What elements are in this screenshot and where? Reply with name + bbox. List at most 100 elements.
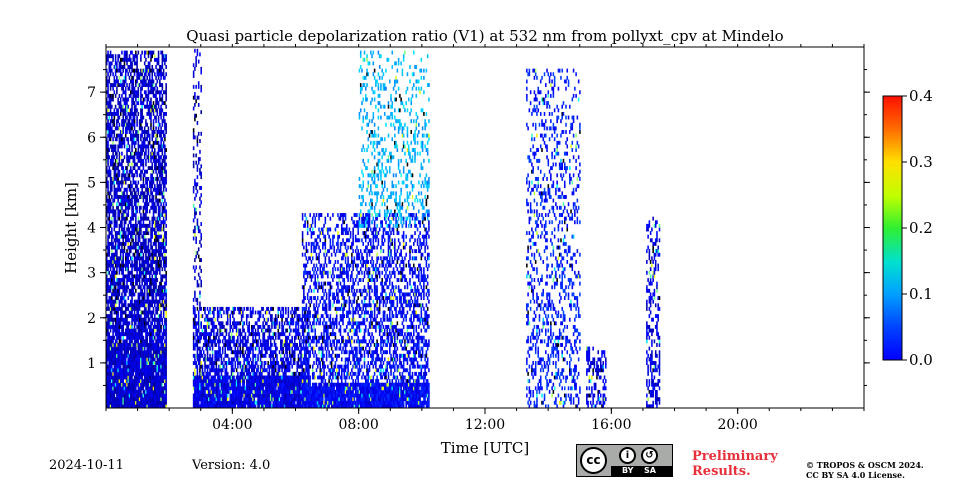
heatmap-cell	[141, 144, 143, 149]
heatmap-cell	[140, 176, 142, 181]
heatmap-cell	[121, 256, 123, 261]
heatmap-cell	[258, 332, 261, 337]
heatmap-cell	[131, 400, 133, 405]
heatmap-cell	[114, 148, 117, 152]
heatmap-cell	[112, 303, 114, 308]
heatmap-cell	[121, 83, 123, 88]
heatmap-cell	[206, 306, 209, 311]
heatmap-cell	[262, 368, 264, 373]
heatmap-cell	[229, 317, 232, 322]
heatmap-cell	[112, 259, 114, 264]
heatmap-cell	[107, 285, 109, 290]
heatmap-cell	[119, 202, 122, 207]
heatmap-cell	[230, 339, 233, 344]
heatmap-cell	[124, 75, 127, 80]
heatmap-cell	[152, 50, 155, 55]
heatmap-cell	[145, 259, 147, 264]
heatmap-cell	[117, 198, 119, 203]
heatmap-cell	[150, 339, 152, 344]
heatmap-cell	[107, 350, 109, 355]
heatmap-cell	[108, 400, 111, 405]
heatmap-cell	[133, 379, 136, 384]
heatmap-cell	[133, 108, 136, 113]
heatmap-cell	[155, 90, 157, 95]
heatmap-cell	[249, 346, 252, 351]
heatmap-cell	[140, 122, 142, 127]
heatmap-cell	[159, 314, 161, 319]
heatmap-cell	[137, 158, 140, 163]
heatmap-cell	[205, 324, 208, 329]
heatmap-cell	[232, 400, 234, 405]
heatmap-cell	[287, 321, 290, 326]
heatmap-cell	[206, 346, 209, 351]
heatmap-cell	[108, 122, 111, 127]
heatmap-cell	[224, 343, 226, 347]
heatmap-cell	[249, 332, 252, 337]
heatmap-cell	[276, 321, 278, 326]
heatmap-cell	[118, 299, 121, 304]
heatmap-cell	[258, 379, 261, 384]
heatmap-cell	[142, 140, 145, 145]
heatmap-cell	[118, 65, 121, 69]
heatmap-cell	[121, 267, 123, 272]
heatmap-cell	[285, 386, 287, 391]
heatmap-cell	[156, 259, 159, 264]
heatmap-cell	[118, 292, 121, 297]
heatmap-cell	[145, 400, 147, 405]
heatmap-cell	[274, 335, 277, 340]
heatmap-cell	[108, 111, 111, 116]
heatmap-cell	[109, 343, 112, 347]
heatmap-cell	[154, 397, 156, 402]
heatmap-cell	[106, 382, 108, 387]
heatmap-cell	[128, 93, 131, 98]
heatmap-cell	[245, 343, 248, 347]
heatmap-cell	[109, 111, 112, 116]
heatmap-cell	[164, 220, 166, 225]
heatmap-cell	[140, 151, 142, 156]
heatmap-cell	[150, 108, 152, 113]
heatmap-cell	[107, 180, 109, 185]
heatmap-cell	[108, 270, 111, 275]
heatmap-cell	[157, 75, 160, 80]
heatmap-cell	[109, 169, 112, 174]
heatmap-cell	[126, 332, 128, 337]
heatmap-cell	[127, 97, 130, 102]
heatmap-cell	[165, 379, 167, 384]
heatmap-cell	[116, 393, 118, 398]
heatmap-cell	[224, 368, 226, 373]
heatmap-cell	[135, 389, 137, 394]
heatmap-cell	[111, 133, 113, 138]
heatmap-cell	[109, 371, 112, 376]
heatmap-cell	[131, 133, 133, 138]
heatmap-cell	[106, 343, 108, 347]
heatmap-cell	[116, 278, 118, 282]
heatmap-cell	[267, 328, 269, 333]
heatmap-cell	[141, 324, 143, 329]
heatmap-cell	[282, 379, 285, 384]
heatmap-cell	[232, 321, 234, 326]
heatmap-cell	[141, 216, 143, 221]
heatmap-cell	[211, 321, 214, 326]
heatmap-cell	[126, 339, 128, 344]
heatmap-cell	[118, 137, 121, 142]
heatmap-cell	[121, 104, 123, 109]
heatmap-cell	[209, 310, 211, 315]
heatmap-cell	[107, 346, 109, 351]
heatmap-cell	[157, 209, 160, 214]
heatmap-cell	[126, 353, 128, 358]
heatmap-cell	[214, 306, 216, 311]
heatmap-cell	[257, 375, 259, 380]
heatmap-cell	[147, 227, 150, 232]
heatmap-cell	[274, 332, 277, 337]
heatmap-cell	[126, 68, 128, 73]
heatmap-cell	[133, 111, 136, 116]
heatmap-cell	[268, 332, 271, 337]
heatmap-cell	[259, 350, 262, 355]
heatmap-cell	[239, 306, 242, 311]
heatmap-cell	[123, 278, 126, 282]
heatmap-cell	[155, 241, 157, 246]
heatmap-cell	[148, 155, 151, 160]
heatmap-cell	[267, 386, 269, 391]
heatmap-cell	[107, 158, 109, 163]
heatmap-cell	[116, 263, 118, 268]
